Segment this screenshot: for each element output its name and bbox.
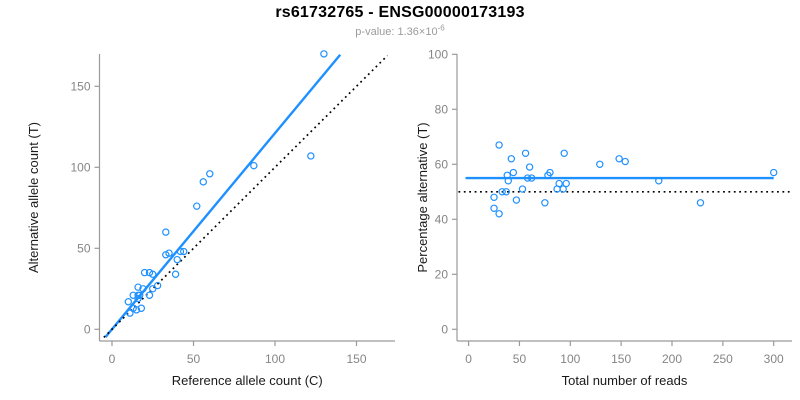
- data-point: [320, 50, 328, 58]
- data-point: [490, 204, 498, 212]
- data-point: [541, 199, 549, 207]
- percentage-vs-reads-scatter: 0 50 100 150 200 250 300 0 20 40 60 80 100 Total numb…: [415, 47, 793, 388]
- data-point: [307, 152, 315, 160]
- data-point: [498, 188, 506, 196]
- data-point: [521, 149, 530, 157]
- data-point: [126, 309, 134, 317]
- data-point: [621, 157, 629, 166]
- data-point: [124, 298, 133, 306]
- data-point: [562, 179, 570, 188]
- data-point: [136, 291, 144, 299]
- y-axis-title: Alternative allele count (T): [26, 122, 41, 273]
- data-point: [250, 161, 258, 170]
- x-tick-label: 200: [662, 352, 682, 366]
- figure-title: rs61732765 - ENSG00000173193: [275, 4, 525, 21]
- y-tick-label: 0: [84, 322, 91, 336]
- data-point: [134, 283, 142, 291]
- data-point: [502, 188, 510, 196]
- data-point: [596, 160, 604, 168]
- y-tick-label: 80: [435, 102, 449, 116]
- x-tick-label: 0: [465, 352, 472, 366]
- data-point: [525, 163, 534, 171]
- regression-line: [104, 53, 342, 338]
- x-axis-title: Total number of reads: [562, 373, 688, 388]
- data-point: [544, 171, 552, 179]
- y-tick-label: 50: [77, 241, 91, 255]
- data-point: [193, 202, 201, 210]
- data-point: [173, 255, 181, 264]
- data-point: [180, 247, 188, 256]
- data-point: [199, 178, 207, 186]
- x-tick-label: 150: [346, 352, 366, 366]
- data-point: [137, 304, 146, 312]
- data-point: [560, 149, 568, 157]
- y-tick-label: 100: [70, 160, 90, 174]
- x-tick-label: 300: [764, 352, 784, 366]
- data-point: [165, 249, 173, 257]
- x-axis-title: Reference allele count (C): [172, 373, 323, 388]
- x-tick-label: 150: [611, 352, 631, 366]
- data-point: [507, 155, 516, 163]
- data-point: [171, 270, 180, 278]
- data-point: [176, 247, 185, 256]
- y-tick-label: 150: [70, 79, 90, 93]
- data-point: [162, 228, 170, 236]
- data-point: [615, 155, 623, 163]
- data-point: [696, 199, 705, 207]
- data-point: [490, 193, 498, 201]
- allele-counts-scatter: 0 50 100 150 0 50 100 150 Reference allele count…: [26, 50, 395, 388]
- x-tick-label: 0: [109, 352, 116, 366]
- data-point: [145, 291, 154, 299]
- data-point: [518, 185, 527, 193]
- p-value-exponent: -6: [437, 23, 445, 33]
- x-tick-label: 100: [265, 352, 285, 366]
- y-tick-label: 40: [435, 212, 449, 226]
- y-tick-label: 60: [435, 157, 449, 171]
- p-value-text: p-value: 1.36×10: [355, 26, 438, 38]
- data-point: [140, 268, 149, 277]
- data-point: [206, 170, 214, 178]
- data-point: [770, 168, 778, 177]
- data-point: [512, 196, 521, 204]
- data-point: [495, 210, 503, 218]
- data-point: [149, 285, 157, 293]
- p-value-subtitle: p-value: 1.36×10-6: [0, 23, 800, 38]
- y-tick-label: 0: [441, 322, 448, 336]
- data-point: [149, 270, 157, 278]
- data-point: [139, 285, 147, 293]
- y-axis-title: Percentage alternative (T): [415, 122, 430, 272]
- x-tick-label: 50: [187, 352, 201, 366]
- y-tick-label: 100: [428, 47, 448, 61]
- data-point: [509, 168, 518, 177]
- y-tick-label: 20: [435, 267, 449, 281]
- data-point: [495, 141, 503, 149]
- x-tick-label: 100: [560, 352, 580, 366]
- x-tick-label: 50: [513, 352, 527, 366]
- x-tick-label: 250: [713, 352, 733, 366]
- data-point: [153, 281, 162, 290]
- data-point: [559, 185, 567, 193]
- data-point: [504, 177, 512, 185]
- data-point: [523, 174, 532, 182]
- data-point: [655, 177, 663, 185]
- identity-line: [103, 54, 389, 339]
- data-point: [132, 306, 141, 314]
- data-point: [527, 174, 536, 182]
